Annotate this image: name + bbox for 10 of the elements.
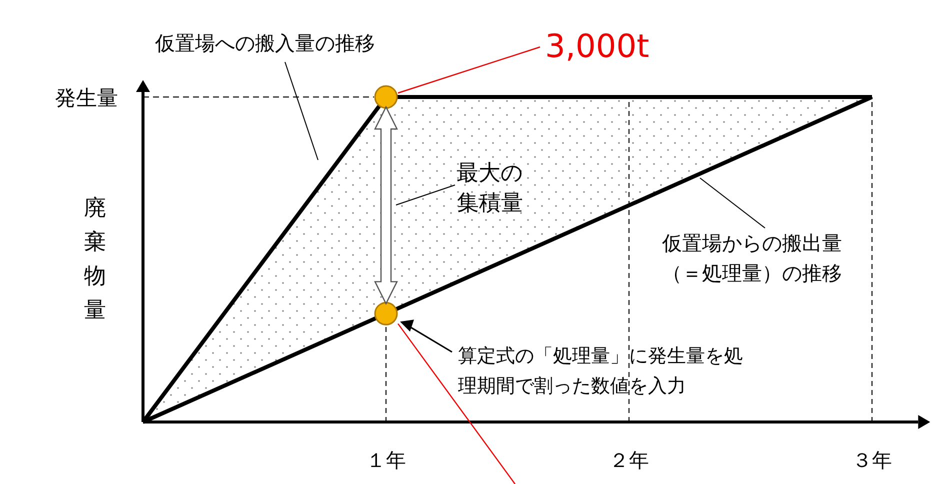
x-tick-label: ３年 — [852, 448, 892, 472]
y-axis-title: 廃棄物量 — [84, 196, 106, 323]
x-tick-label: ２年 — [609, 448, 649, 472]
text: 仮置場への搬入量の推移 — [154, 31, 375, 55]
annotation: 算定式の「処理量」に発生量を処理期間で割った数値を入力 — [458, 345, 743, 397]
ref-line-label: 発生量 — [55, 86, 118, 110]
text: 3,000t — [545, 27, 650, 65]
x-tick-label: １年 — [366, 448, 406, 472]
annotation: 最大の集積量 — [456, 161, 524, 216]
series-label: 仮置場からの搬出量（＝処理量）の推移 — [661, 231, 842, 285]
